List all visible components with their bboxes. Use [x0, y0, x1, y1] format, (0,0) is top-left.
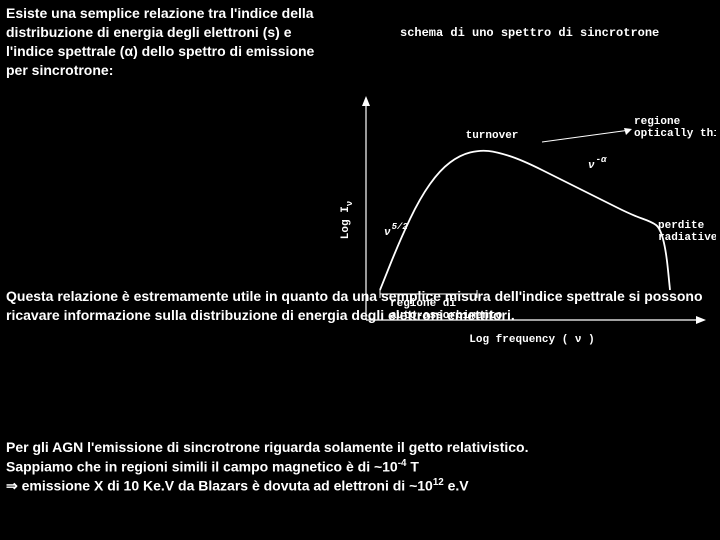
nu-alpha-label: ν-α: [588, 155, 607, 172]
bottom-line-2b: T: [406, 459, 418, 475]
bottom-line-2: Sappiamo che in regioni simili il campo …: [6, 457, 714, 477]
nu-5-2-label: ν5/2: [384, 222, 408, 239]
bottom-line-3b: e.V: [444, 478, 469, 494]
turnover-label: turnover: [466, 130, 519, 142]
spectrum-curve: [380, 151, 670, 290]
middle-paragraph: Questa relazione è estremamente utile in…: [6, 287, 714, 325]
intro-paragraph: Esiste una semplice relazione tra l'indi…: [6, 4, 326, 80]
optically-thin-arrowhead: [624, 128, 632, 135]
y-axis-label-text: Log I: [340, 206, 352, 239]
optically-thin-label-1: regione: [634, 116, 681, 128]
bottom-line-3a: ⇒ emissione X di 10 Ke.V da Blazars è do…: [6, 478, 433, 494]
x-axis-label: Log frequency ( ν ): [469, 334, 594, 346]
bottom-paragraphs: Per gli AGN l'emissione di sincrotrone r…: [6, 438, 714, 496]
optically-thin-arrow: [542, 130, 630, 142]
diagram-title: schema di uno spettro di sincrotrone: [400, 26, 659, 40]
radiative-losses-label-1: perdite: [658, 220, 705, 232]
optically-thin-label-2: optically thin: [634, 128, 716, 140]
bottom-line-2a: Sappiamo che in regioni simili il campo …: [6, 459, 398, 475]
y-axis-arrow: [362, 96, 370, 106]
y-axis-label: Log Iν: [340, 201, 355, 239]
radiative-losses-label-2: radiative: [658, 232, 716, 244]
bottom-line-1: Per gli AGN l'emissione di sincrotrone r…: [6, 438, 714, 457]
bottom-line-3-exp: 12: [433, 477, 444, 488]
bottom-line-3: ⇒ emissione X di 10 Ke.V da Blazars è do…: [6, 476, 714, 496]
